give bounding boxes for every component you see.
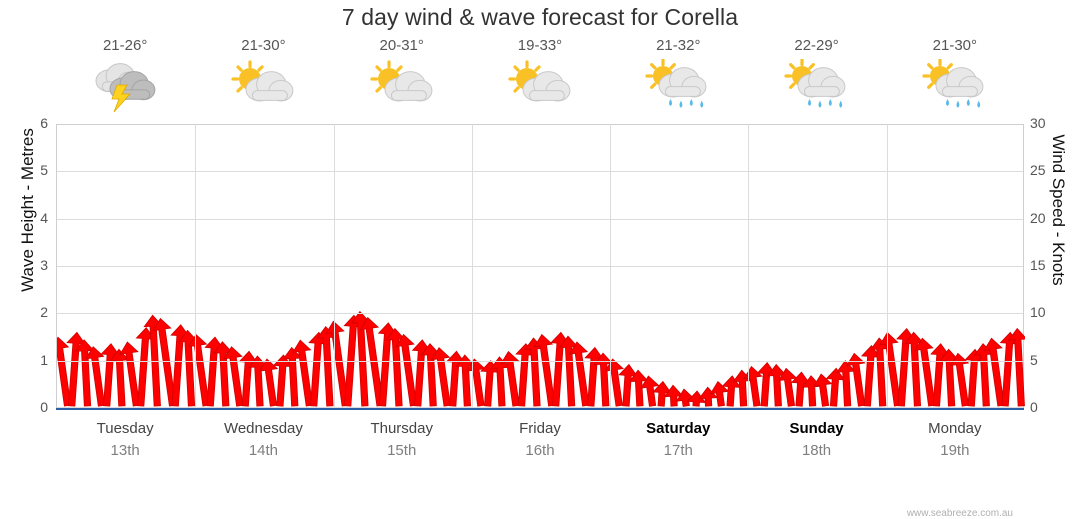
- sun-cloud-icon: [333, 58, 471, 114]
- day-footer-sunday: Sunday 18th: [747, 418, 885, 468]
- day-date: 18th: [801, 442, 832, 459]
- day-temp-range: 21-26°: [102, 37, 148, 54]
- gridline: [57, 313, 1023, 315]
- day-date: 17th: [663, 442, 693, 459]
- day-name: Thursday: [370, 420, 433, 437]
- right-axis-tick: 15: [1030, 257, 1046, 273]
- day-date: 13th: [110, 442, 140, 459]
- sun-cloud-rain-icon: [747, 58, 885, 114]
- right-axis-title: Wind Speed - Knots: [1049, 134, 1068, 286]
- day-temp-range: 19-33°: [517, 37, 563, 54]
- gridline: [57, 360, 1023, 362]
- day-temp-range: 21-32°: [656, 37, 701, 54]
- sun-cloud-rain-icon: [609, 58, 747, 114]
- left-axis-tick: 5: [40, 162, 48, 179]
- left-axis-tick: 6: [40, 115, 48, 131]
- day-header-friday: 19-33°: [471, 38, 609, 118]
- day-footer-friday: Friday 16th: [471, 418, 609, 468]
- day-name: Saturday: [646, 420, 711, 437]
- watermark: www.seabreeze.com.au: [906, 508, 1013, 519]
- plot-area: www.seabreeze.com.au: [49, 124, 1028, 519]
- day-temp-range: 20-31°: [379, 37, 424, 54]
- day-date: 19th: [940, 442, 970, 459]
- thunderstorm-icon: [56, 58, 194, 114]
- day-temp-range: 22-29°: [794, 37, 839, 54]
- page-title: 7 day wind & wave forecast for Corella: [341, 4, 739, 30]
- day-separator: [195, 124, 197, 408]
- day-separator: [886, 124, 888, 408]
- day-separator: [610, 124, 612, 408]
- right-axis-tick: 10: [1030, 304, 1046, 321]
- day-temp-range: 21-30°: [932, 37, 978, 54]
- day-name: Sunday: [789, 420, 844, 437]
- right-axis-tick: 5: [1030, 351, 1038, 368]
- day-footer-wednesday: Wednesday 14th: [194, 418, 332, 468]
- right-axis-tick: 20: [1030, 209, 1046, 226]
- day-header-saturday: 21-32°: [609, 38, 747, 118]
- day-name: Wednesday: [223, 420, 303, 437]
- gridline: [57, 218, 1023, 220]
- day-date: 16th: [525, 442, 555, 459]
- day-footer-monday: Monday 19th: [886, 418, 1024, 468]
- sun-cloud-icon: [471, 58, 609, 114]
- day-separator: [471, 124, 473, 408]
- day-separator: [333, 124, 335, 408]
- left-axis-tick: 1: [40, 351, 48, 368]
- day-date: 15th: [387, 442, 417, 459]
- right-axis-tick: 30: [1030, 115, 1046, 131]
- day-footer-tuesday: Tuesday 13th: [56, 418, 194, 468]
- left-axis-tick: 4: [40, 209, 48, 226]
- left-axis-title: Wave Height - Metres: [18, 128, 37, 292]
- day-footer-saturday: Saturday 17th: [609, 418, 747, 468]
- day-name: Tuesday: [96, 420, 154, 437]
- right-axis-tick: 25: [1030, 162, 1046, 179]
- right-axis-tick: 0: [1030, 399, 1038, 415]
- gridline: [57, 266, 1023, 267]
- forecast-chart: 7 day wind & wave forecast for Corella 2…: [18, 4, 1068, 519]
- day-name: Friday: [519, 420, 561, 437]
- day-header-monday: 21-30°: [886, 38, 1024, 118]
- sun-cloud-icon: [194, 58, 332, 114]
- day-header-tuesday: 21-26°: [56, 38, 194, 118]
- day-separator: [748, 124, 750, 408]
- day-footer-thursday: Thursday 15th: [333, 418, 471, 468]
- gridline: [57, 171, 1023, 173]
- day-name: Monday: [928, 420, 982, 437]
- day-header-thursday: 20-31°: [333, 38, 471, 118]
- x-axis-line: [56, 408, 1024, 410]
- day-header-wednesday: 21-30°: [194, 38, 332, 118]
- left-axis-tick: 2: [40, 304, 48, 321]
- gridline: [57, 407, 1023, 408]
- gridline: [57, 124, 1023, 125]
- day-header-sunday: 22-29°: [747, 38, 885, 118]
- left-axis-tick: 0: [40, 399, 48, 415]
- sun-cloud-rain-icon: [886, 58, 1024, 114]
- left-axis-tick: 3: [40, 257, 48, 273]
- day-date: 14th: [248, 442, 279, 459]
- day-temp-range: 21-30°: [241, 37, 286, 54]
